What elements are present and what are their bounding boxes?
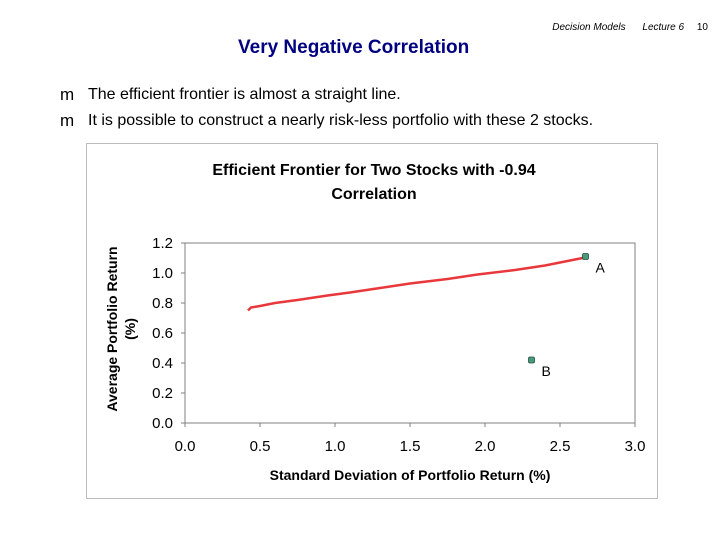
y-tick-label: 1.2 [152,235,173,252]
y-tick-label: 0.2 [152,385,173,402]
y-axis-label-group: Average Portfolio Return (%) [104,246,138,411]
point-marker-a [582,253,589,260]
chart-title-line-2: Correlation [331,186,416,203]
bullet-text: The efficient frontier is almost a strai… [88,86,401,103]
chart-title-line-1: Efficient Frontier for Two Stocks with -… [212,162,535,179]
bullet-item: m It is possible to construct a nearly r… [60,108,593,134]
bullet-icon: m [60,85,75,104]
chart-title: Efficient Frontier for Two Stocks with -… [212,162,535,203]
course-name: Decision Models [552,22,626,33]
y-axis-label-unit: (%) [122,318,138,340]
header-meta: Decision Models Lecture 6 10 [538,22,708,33]
chart-frame: Efficient Frontier for Two Stocks with -… [86,143,658,499]
slide-title-wrap: Very Negative Correlation [0,37,720,59]
point-marker-b [528,356,535,364]
bullet-item: m The efficient frontier is almost a str… [60,82,593,108]
y-axis-label: Average Portfolio Return [104,246,120,411]
y-tick-label: 0.6 [152,325,173,342]
chart: Efficient Frontier for Two Stocks with -… [104,162,645,483]
bullet-text: It is possible to construct a nearly ris… [88,112,594,129]
x-tick-label: 1.5 [400,438,421,455]
lecture-number: Lecture 6 [642,22,685,33]
series-line [247,256,583,312]
x-tick-label: 3.0 [625,438,646,455]
plot-area [184,242,636,424]
x-axis-label: Standard Deviation of Portfolio Return (… [270,467,551,483]
slide-title: Very Negative Correlation [238,37,470,58]
page-number: 10 [696,22,708,33]
x-tick-label: 1.0 [325,438,346,455]
y-tick-label: 1.0 [152,265,173,282]
x-tick-label: 2.0 [475,438,496,455]
x-tick-label: 0.0 [175,438,196,455]
y-tick-label: 0.4 [152,355,173,372]
chart-points: AB [528,253,606,379]
y-tick-label: 0.0 [152,415,173,432]
chart-axes: 0.0 0.2 0.4 0.6 0.8 1.0 1.2 0.0 0.5 1.0 1.5 2.0 2.5 3… [152,235,645,455]
bullet-icon: m [60,111,75,130]
point-label-a: A [596,260,606,276]
x-tick-label: 2.5 [550,438,571,455]
point-label-b: B [542,363,551,379]
y-tick-label: 0.8 [152,295,173,312]
x-tick-label: 0.5 [250,438,271,455]
chart-series [247,256,583,312]
bullet-list: m The efficient frontier is almost a str… [60,82,593,134]
